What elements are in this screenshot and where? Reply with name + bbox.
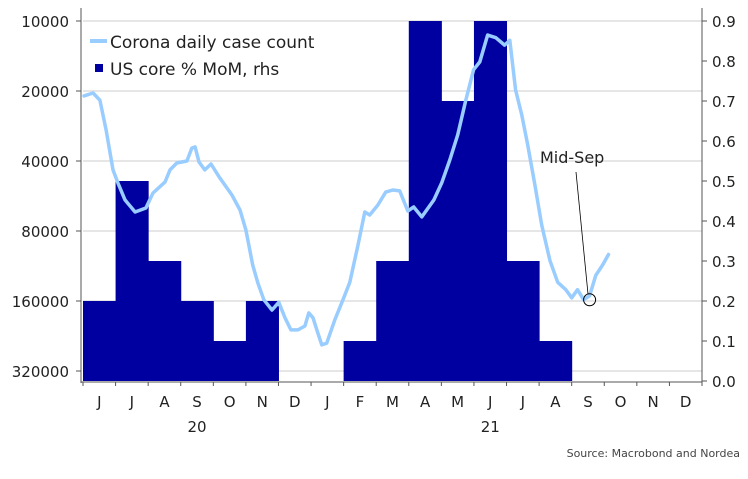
month-label: M <box>451 393 464 411</box>
bar-core-mom <box>343 341 377 381</box>
left-tick-label: 160000 <box>12 293 69 311</box>
month-label: N <box>257 393 268 411</box>
month-label: J <box>324 393 329 411</box>
case-line <box>82 33 611 347</box>
month-label: S <box>192 393 202 411</box>
right-tick-label: 0.4 <box>712 213 736 231</box>
bar-core-mom <box>441 101 475 381</box>
left-tick-label: 10000 <box>21 13 69 31</box>
month-label: S <box>583 393 593 411</box>
month-label: A <box>159 393 170 411</box>
month-label: J <box>487 393 492 411</box>
legend-label-core: US core % MoM, rhs <box>110 60 279 80</box>
series-line-cases <box>82 33 611 347</box>
bar-core-mom <box>148 261 182 381</box>
legend: Corona daily case count US core % MoM, r… <box>90 33 315 80</box>
bar-core-mom <box>83 301 117 381</box>
bar-core-mom <box>539 341 573 381</box>
right-tick-label: 0.8 <box>712 53 736 71</box>
left-tick-label: 20000 <box>21 83 69 101</box>
left-tick-label: 80000 <box>21 223 69 241</box>
source-note: Source: Macrobond and Nordea <box>567 447 740 460</box>
bar-core-mom <box>245 301 279 381</box>
bar-core-mom <box>473 21 508 381</box>
annotation: Mid-Sep <box>540 148 604 307</box>
month-label: J <box>520 393 525 411</box>
bar-core-mom <box>376 261 410 381</box>
right-tick-label: 0.5 <box>712 173 736 191</box>
month-label: A <box>420 393 431 411</box>
right-tick-label: 0.9 <box>712 13 736 31</box>
bar-core-mom <box>180 301 214 381</box>
annotation-label: Mid-Sep <box>540 148 604 167</box>
month-label: F <box>356 393 365 411</box>
right-tick-label: 0.7 <box>712 93 736 111</box>
month-label: O <box>615 393 627 411</box>
annotation-leader <box>575 171 589 295</box>
right-tick-label: 0.0 <box>712 373 736 391</box>
year-label: 20 <box>187 418 206 436</box>
month-label: J <box>96 393 101 411</box>
month-label: M <box>386 393 399 411</box>
right-tick-label: 0.6 <box>712 133 736 151</box>
month-label: N <box>648 393 659 411</box>
bars <box>83 21 573 381</box>
legend-label-cases: Corona daily case count <box>110 33 315 53</box>
month-label: A <box>550 393 561 411</box>
legend-bar-swatch <box>95 64 103 72</box>
axes: 10000 20000 40000 80000 160000 320000 0.0 0.1 0.… <box>12 8 736 436</box>
year-label: 21 <box>481 418 500 436</box>
right-tick-label: 0.1 <box>712 333 736 351</box>
left-tick-label: 40000 <box>21 153 69 171</box>
bar-core-mom <box>506 261 540 381</box>
annotation-marker <box>583 293 597 307</box>
right-tick-label: 0.2 <box>712 293 736 311</box>
right-tick-label: 0.3 <box>712 253 736 271</box>
bar-core-mom <box>115 181 149 381</box>
bar-core-mom <box>408 21 442 381</box>
month-label: J <box>129 393 134 411</box>
month-label: D <box>289 393 301 411</box>
bar-core-mom <box>213 341 247 381</box>
left-tick-label: 320000 <box>12 363 69 381</box>
month-label: D <box>680 393 692 411</box>
month-label: O <box>224 393 236 411</box>
